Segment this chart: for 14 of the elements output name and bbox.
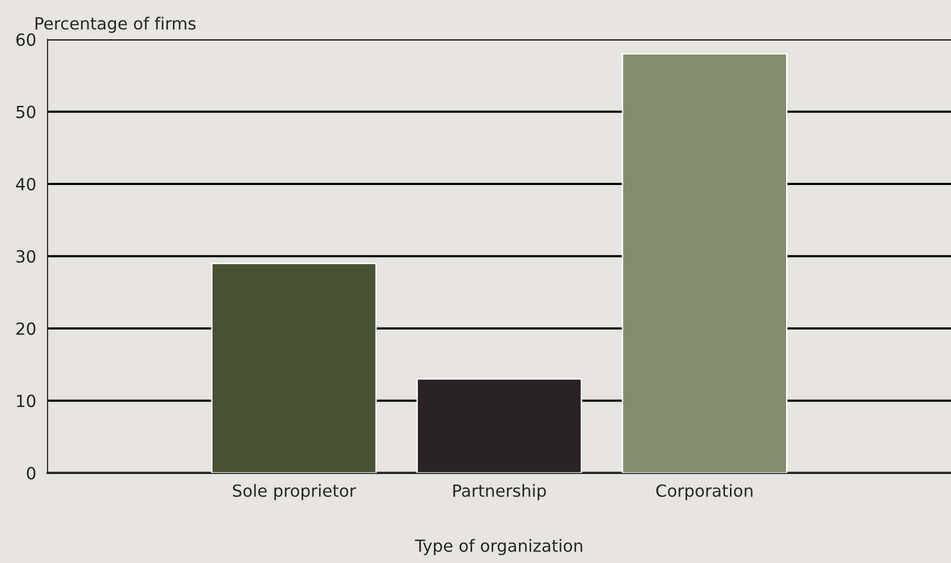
y-tick-label: 50	[16, 106, 36, 118]
x-tick-label: Partnership	[453, 484, 546, 500]
x-axis-title: Type of organization	[414, 539, 582, 556]
y-tick-label: 0	[26, 466, 36, 480]
y-tick-label: 20	[16, 322, 36, 335]
bar	[211, 262, 377, 473]
x-tick-label: Corporation	[656, 484, 752, 500]
y-tick-label: 60	[16, 33, 36, 46]
y-tick-label: 30	[16, 250, 36, 263]
x-tick-label: Sole proprietor	[232, 484, 356, 500]
y-axis-title: Percentage of firms	[36, 16, 196, 33]
y-tick-label: 10	[17, 394, 36, 408]
y-tick-label: 40	[16, 178, 36, 190]
bar	[622, 53, 788, 473]
